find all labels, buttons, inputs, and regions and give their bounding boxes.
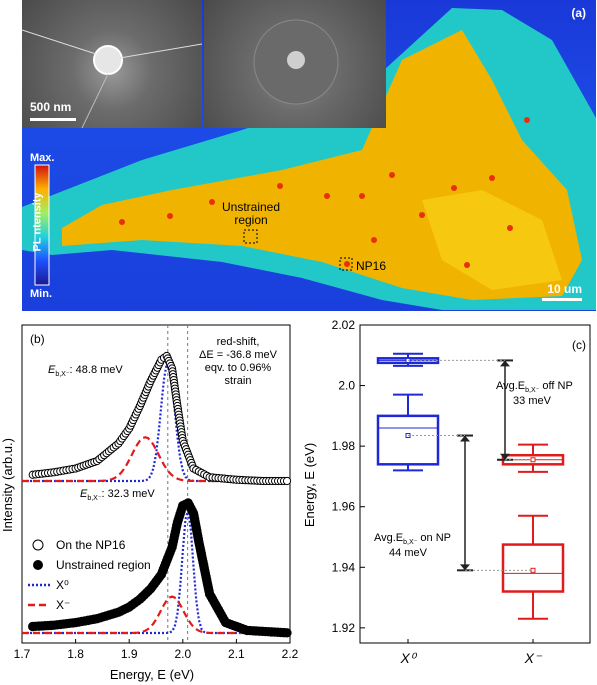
avg-off-np-value: 33 meV [513,395,552,407]
x-axis-ticks: X⁰ X⁻ [400,639,543,666]
red-shift-annotation: red-shift, ΔE = -36.8 meV eqv. to 0.96% str… [199,336,278,387]
x-tick-label: 1.7 [14,647,31,661]
box-iqr [376,414,440,466]
map-scalebar-label: 10 um [547,282,582,296]
legend-label: On the NP16 [56,538,126,552]
legend-marker-filled [33,560,43,570]
data-series [28,351,292,638]
mean-marker [530,567,536,573]
legend-label: X⁻ [56,598,70,612]
x-tick-label: 2.0 [174,647,191,661]
avg-off-np-annotation: Avg.Eb,X⁻ off NP [496,380,573,394]
fit-curves [22,361,290,635]
x-axis-ticks: 1.7 1.8 1.9 2.0 2.1 2.2 [14,639,299,661]
x-tick-label: 1.9 [121,647,138,661]
x-tick-label: X⁰ [400,650,418,666]
box-x0-on-np [376,393,440,472]
avg-on-np-value: 44 meV [389,547,428,559]
red-shift-line: ΔE = -36.8 meV [199,349,278,361]
arrow-head-bottom [460,564,470,571]
arrow-head-top [460,435,470,442]
panel-c-label: (c) [572,338,586,352]
boxplot-chart: 1.92 1.94 1.96 1.98 2.0 2.02 X⁰ X⁻ (c) Avg.Eb,… [302,318,591,666]
data-point [282,476,292,486]
np16-label: NP16 [356,259,387,273]
avg-on-np-annotation: Avg.Eb,X⁻ on NP [374,532,451,546]
pl-spectra-chart: 1.7 1.8 1.9 2.0 2.1 2.2 (b) red-shift, ΔE = -3… [0,324,299,682]
binding-energy-arrow [408,434,533,572]
y-axis-label: Intensity (arb.u.) [0,438,15,532]
colorbar-min-label: Min. [30,288,52,300]
colorbar [34,164,50,286]
eb-top-annotation: Eb,X⁻: 48.8 meV [48,364,123,378]
plot-frame [359,324,591,644]
y-tick-label: 2.02 [332,318,356,332]
map-scalebar [542,298,582,301]
y-tick-label: 1.96 [332,500,356,514]
legend-label: X⁰ [56,578,69,592]
colorbar-title: PL ntensity [31,192,44,252]
x-tick-label: 2.2 [282,647,299,661]
panel-b-label: (b) [30,332,45,346]
np16-box [339,257,353,271]
x-tick-label: 2.1 [228,647,245,661]
sem-image-right [204,0,386,128]
legend-marker-open [32,539,44,551]
pl-intensity-map: 500 nm (a) Max. Min. PL ntensity Unstrai… [22,0,596,311]
flake-subregion [422,190,562,290]
box-series [376,352,565,620]
eb-bottom-annotation: Eb,X⁻: 32.3 meV [80,488,155,502]
reference-lines [167,325,189,643]
hotspots [119,117,530,268]
legend-label: Unstrained region [56,558,151,572]
red-shift-line: eqv. to 0.96% [205,362,272,374]
data-point [282,628,292,638]
sem-scalebar [30,118,76,121]
plot-frame [21,324,291,644]
y-axis-ticks: 1.92 1.94 1.96 1.98 2.0 2.02 [332,318,365,635]
y-tick-label: 1.94 [332,560,356,574]
legend: On the NP16 Unstrained region X⁰ X⁻ [28,538,151,612]
y-tick-label: 1.92 [332,621,356,635]
sem-scalebar-label: 500 nm [30,100,72,114]
red-shift-line: red-shift, [217,336,260,348]
sem-image-left: 500 nm [22,0,202,128]
box-x-minus-off-np [501,443,565,473]
panel-a-label: (a) [571,6,586,20]
arrow-head-bottom [500,453,510,460]
unstrained-region-label: Unstrained region [222,200,281,227]
pl-map-image [22,8,596,310]
box-x0-off-np [376,352,440,367]
x-axis-label: Energy, E (eV) [110,667,194,682]
arrow-head-top [500,360,510,367]
box-iqr [501,543,565,593]
colorbar-max-label: Max. [30,152,55,164]
unstrained-region-box [243,229,258,244]
y-axis-label: Energy, E (eV) [302,443,317,527]
box-x-minus-on-np [501,514,565,620]
y-tick-label: 2.0 [338,379,355,393]
y-tick-label: 1.98 [332,439,356,453]
binding-energy-arrow [408,359,533,461]
red-shift-line: strain [225,375,252,387]
x-tick-label: X⁻ [524,650,543,666]
x-tick-label: 1.8 [67,647,84,661]
